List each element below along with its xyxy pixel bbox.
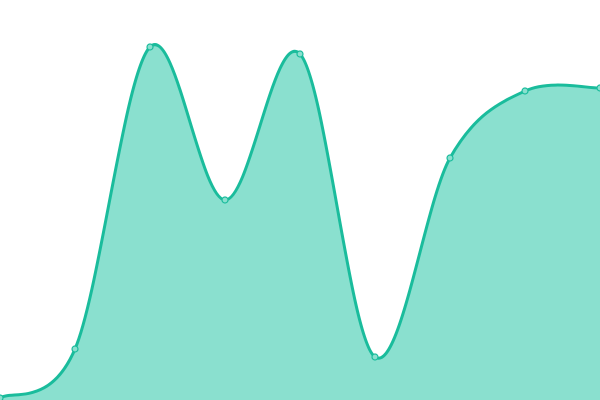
data-point-6 [446, 154, 454, 162]
data-point-3 [221, 196, 229, 204]
data-point-7 [521, 87, 529, 95]
data-point-1 [71, 345, 79, 353]
data-point-8 [596, 84, 600, 92]
data-point-4 [296, 50, 304, 58]
data-markers [0, 43, 600, 400]
series-line [0, 43, 600, 400]
data-point-2 [146, 43, 154, 51]
data-point-0 [0, 394, 4, 400]
area-fill [0, 44, 600, 400]
data-point-5 [371, 353, 379, 361]
